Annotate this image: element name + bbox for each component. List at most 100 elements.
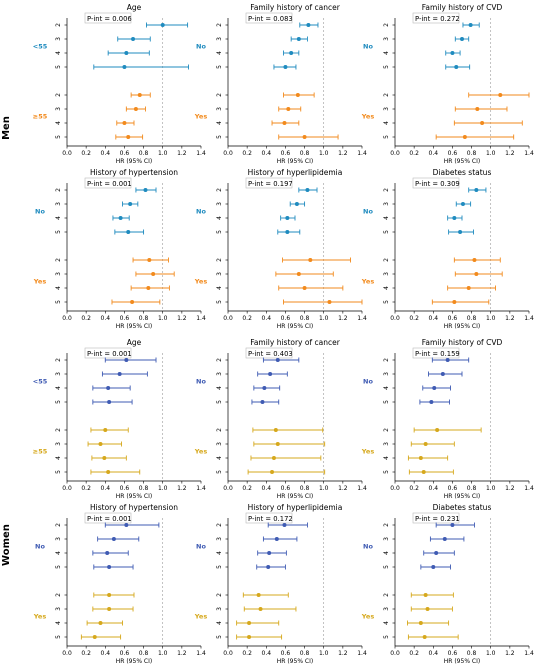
- x-tick-label: 0.2: [81, 315, 91, 322]
- x-tick-label: 1.4: [196, 315, 206, 322]
- y-tick-label: 4: [55, 621, 62, 625]
- x-tick-label: 0.8: [139, 150, 149, 157]
- y-tick-label: 3: [383, 272, 390, 276]
- x-axis-title: HR (95% CI): [277, 658, 313, 665]
- hr-point: [285, 230, 290, 234]
- y-tick-label: 3: [383, 607, 390, 611]
- forest-panel: History of hyperlipidemia P-int = 0.197 0.…: [194, 168, 367, 330]
- pvalue-label: P-int = 0.197: [248, 180, 293, 188]
- y-tick-label: 3: [383, 37, 390, 41]
- x-tick-label: 0.6: [120, 650, 130, 657]
- y-tick-label: 3: [383, 107, 390, 111]
- x-tick-label: 1.0: [158, 650, 168, 657]
- hr-point: [468, 23, 473, 27]
- x-tick-label: 1.4: [196, 150, 206, 157]
- x-tick-label: 1.0: [486, 315, 496, 322]
- hr-point: [266, 565, 271, 569]
- hr-point: [480, 121, 485, 125]
- x-tick-label: 0.6: [448, 485, 458, 492]
- pvalue-box: [412, 177, 460, 189]
- y-tick-label: 5: [383, 300, 390, 304]
- y-tick-label: 5: [216, 400, 223, 404]
- x-tick-label: 1.2: [177, 485, 187, 492]
- y-tick-label: 5: [383, 135, 390, 139]
- y-tick-label: 3: [55, 37, 62, 41]
- hr-point: [275, 442, 280, 446]
- y-tick-label: 2: [216, 188, 223, 192]
- y-tick-label: 3: [55, 537, 62, 541]
- hr-point: [98, 442, 103, 446]
- y-tick-label: 5: [55, 300, 62, 304]
- hr-point: [283, 65, 288, 69]
- y-tick-label: 4: [55, 386, 62, 390]
- y-tick-label: 2: [216, 428, 223, 432]
- x-tick-label: 1.4: [357, 150, 367, 157]
- panel-title: Family history of cancer: [250, 3, 341, 12]
- pvalue-label: P-int = 0.272: [415, 15, 460, 23]
- x-tick-label: 0.4: [262, 150, 272, 157]
- hr-point: [294, 202, 299, 206]
- x-tick-label: 0.6: [281, 315, 291, 322]
- y-tick-label: 2: [216, 593, 223, 597]
- x-tick-label: 1.2: [338, 650, 348, 657]
- hr-point: [452, 300, 457, 304]
- hr-point: [124, 523, 129, 527]
- x-tick-label: 1.2: [505, 485, 515, 492]
- hr-point: [247, 635, 252, 639]
- x-tick-label: 0.2: [242, 485, 252, 492]
- hr-point: [296, 37, 301, 41]
- y-tick-label: 4: [216, 286, 223, 290]
- x-tick-label: 1.4: [357, 650, 367, 657]
- y-tick-label: 4: [216, 121, 223, 125]
- section-label-women: Women: [1, 524, 12, 566]
- x-tick-label: 1.2: [338, 315, 348, 322]
- y-tick-label: 2: [216, 23, 223, 27]
- hr-point: [442, 537, 447, 541]
- hr-point: [289, 51, 294, 55]
- hr-point: [432, 386, 437, 390]
- hr-point: [107, 607, 112, 611]
- y-tick-label: 2: [55, 428, 62, 432]
- group-label: No: [363, 208, 373, 216]
- hr-point: [274, 537, 279, 541]
- hr-point: [117, 372, 122, 376]
- x-tick-label: 0.6: [281, 485, 291, 492]
- hr-point: [435, 428, 440, 432]
- x-tick-label: 1.0: [486, 150, 496, 157]
- hr-point: [107, 400, 112, 404]
- x-tick-label: 1.0: [158, 150, 168, 157]
- hr-point: [462, 135, 467, 139]
- y-tick-label: 5: [55, 230, 62, 234]
- x-tick-label: 1.4: [524, 315, 534, 322]
- y-tick-label: 5: [55, 65, 62, 69]
- pvalue-label: P-int = 0.001: [87, 180, 132, 188]
- group-label: No: [196, 378, 206, 386]
- x-tick-label: 1.4: [524, 150, 534, 157]
- x-tick-label: 1.0: [158, 315, 168, 322]
- hr-point: [275, 358, 280, 362]
- x-tick-label: 0.4: [101, 150, 111, 157]
- x-axis-title: HR (95% CI): [116, 323, 152, 330]
- y-tick-label: 4: [55, 551, 62, 555]
- y-tick-label: 5: [216, 565, 223, 569]
- pvalue-label: P-int = 0.309: [415, 180, 460, 188]
- group-label: Yes: [33, 278, 47, 286]
- hr-point: [498, 93, 503, 97]
- pvalue-box: [84, 512, 132, 524]
- hr-point: [458, 230, 463, 234]
- forest-panel: Diabetes status P-int = 0.309 0.0 0.2 0.4 0.6…: [361, 168, 534, 330]
- forest-panel: Family history of cancer P-int = 0.083 0.0…: [194, 3, 367, 165]
- x-tick-label: 0.2: [409, 150, 419, 157]
- hr-point: [143, 188, 148, 192]
- hr-point: [302, 286, 307, 290]
- panel-title: Age: [127, 338, 142, 347]
- x-tick-label: 0.2: [409, 650, 419, 657]
- y-tick-label: 2: [55, 358, 62, 362]
- y-tick-label: 2: [216, 523, 223, 527]
- x-tick-label: 0.0: [62, 650, 72, 657]
- y-tick-label: 4: [383, 121, 390, 125]
- hr-point: [267, 551, 272, 555]
- group-label: Yes: [194, 448, 208, 456]
- pvalue-box: [245, 177, 293, 189]
